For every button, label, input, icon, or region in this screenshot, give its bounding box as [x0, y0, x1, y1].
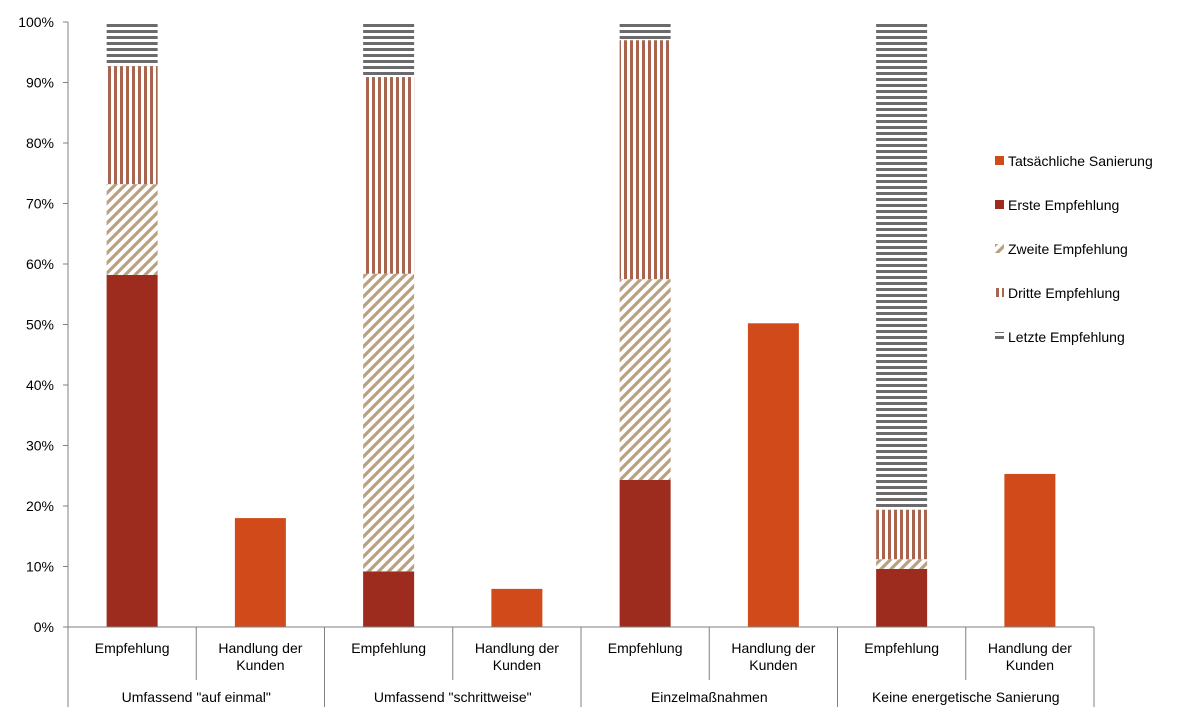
bar-segment-letzte-empfehlung	[363, 22, 415, 78]
bar-segment-erste-empfehlung	[876, 568, 928, 627]
x-category-label: Handlung der	[218, 640, 302, 656]
bars	[106, 22, 1056, 627]
bar-segment-tats-chliche-sanierung	[491, 588, 543, 627]
bar-segment-zweite-empfehlung	[363, 273, 415, 572]
legend-swatch	[995, 244, 1004, 253]
bar-segment-zweite-empfehlung	[619, 279, 671, 480]
y-tick-label: 100%	[18, 14, 54, 30]
x-category-label: Handlung der	[988, 640, 1072, 656]
x-category-label: Handlung der	[731, 640, 815, 656]
bar-segment-tats-chliche-sanierung	[1004, 473, 1056, 627]
y-tick-label: 90%	[26, 75, 54, 91]
x-category-label: Empfehlung	[351, 640, 426, 656]
y-axis: 0% 10% 20% 30% 40% 50% 60% 70% 80% 90% 100%	[18, 14, 69, 635]
legend-label: Erste Empfehlung	[1008, 197, 1119, 213]
legend-label: Letzte Empfehlung	[1008, 329, 1125, 345]
x-category-label: Empfehlung	[864, 640, 939, 656]
legend-swatch	[995, 332, 1004, 341]
x-group-label: Umfassend "schrittweise"	[374, 689, 532, 705]
y-tick-label: 20%	[26, 498, 54, 514]
bar-segment-erste-empfehlung	[363, 571, 415, 627]
legend-label: Dritte Empfehlung	[1008, 285, 1120, 301]
bar-segment-dritte-empfehlung	[619, 40, 671, 280]
legend-label: Tatsächliche Sanierung	[1008, 153, 1153, 169]
y-tick-label: 40%	[26, 377, 54, 393]
legend-swatch	[995, 288, 1004, 297]
bar-segment-erste-empfehlung	[619, 479, 671, 627]
bar-segment-dritte-empfehlung	[106, 66, 158, 185]
bar-segment-zweite-empfehlung	[106, 184, 158, 275]
x-group-label: Umfassend "auf einmal"	[122, 689, 271, 705]
y-tick-label: 50%	[26, 317, 54, 333]
x-category-label: Handlung der	[475, 640, 559, 656]
x-category-label: Kunden	[493, 657, 541, 673]
x-group-label: Keine energetische Sanierung	[872, 689, 1060, 705]
x-category-label: Empfehlung	[608, 640, 683, 656]
bar-segment-letzte-empfehlung	[619, 22, 671, 41]
y-tick-label: 10%	[26, 559, 54, 575]
bar-segment-letzte-empfehlung	[106, 22, 158, 67]
legend-swatch	[995, 156, 1004, 165]
y-tick-label: 60%	[26, 256, 54, 272]
x-category-label: Kunden	[236, 657, 284, 673]
legend-label: Zweite Empfehlung	[1008, 241, 1128, 257]
x-category-label: Kunden	[749, 657, 797, 673]
bar-segment-zweite-empfehlung	[876, 559, 928, 569]
bar-segment-erste-empfehlung	[106, 274, 158, 627]
y-tick-label: 70%	[26, 196, 54, 212]
bar-segment-tats-chliche-sanierung	[747, 323, 799, 627]
bar-segment-dritte-empfehlung	[363, 77, 415, 274]
y-tick-label: 30%	[26, 438, 54, 454]
x-category-label: Kunden	[1006, 657, 1054, 673]
bar-segment-dritte-empfehlung	[876, 509, 928, 560]
legend: Tatsächliche Sanierung Erste Empfehlung Zw…	[995, 153, 1153, 345]
y-tick-label: 0%	[34, 619, 54, 635]
y-tick-label: 80%	[26, 135, 54, 151]
x-category-label: Empfehlung	[95, 640, 170, 656]
bar-segment-letzte-empfehlung	[876, 22, 928, 510]
x-group-label: Einzelmaßnahmen	[651, 689, 768, 705]
bar-segment-tats-chliche-sanierung	[234, 518, 286, 627]
legend-swatch	[995, 200, 1004, 209]
